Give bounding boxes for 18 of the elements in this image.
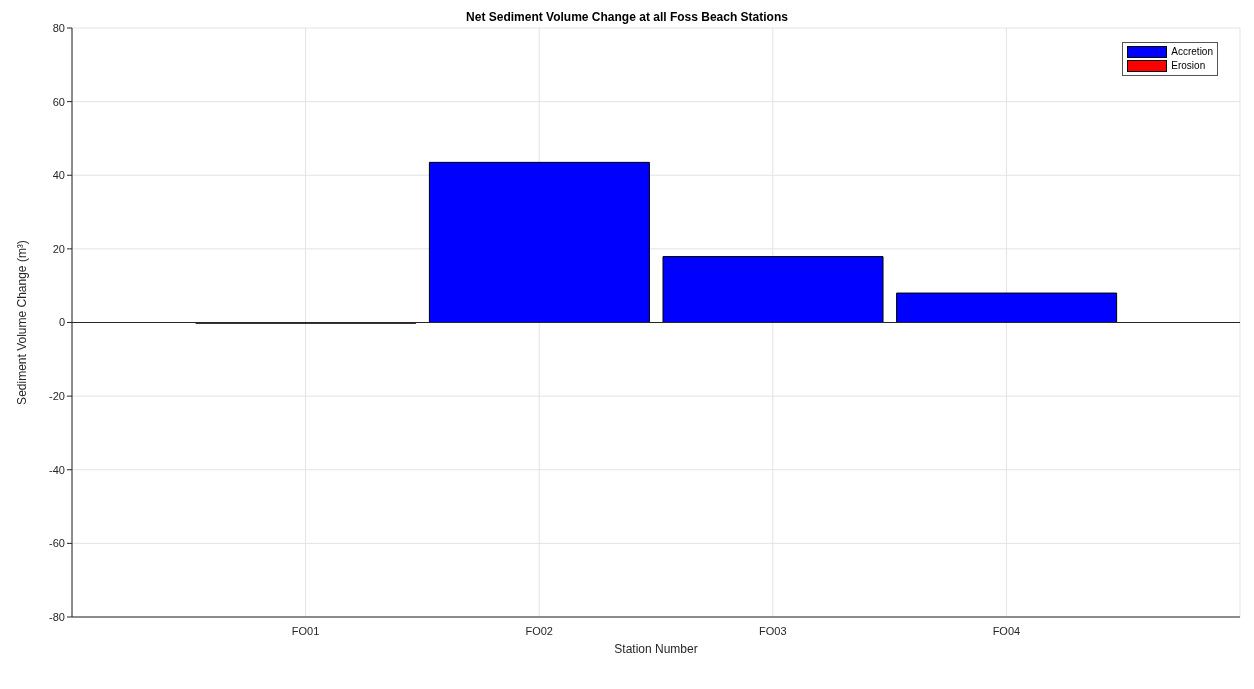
y-tick-label: 20 — [52, 242, 65, 255]
y-tick-label: 0 — [58, 316, 65, 329]
legend-label: Erosion — [1171, 59, 1206, 73]
x-tick-label: FO03 — [759, 624, 787, 637]
y-tick-label: 40 — [52, 169, 65, 182]
y-tick-label: 60 — [52, 95, 65, 108]
x-axis-title: Station Number — [614, 642, 698, 656]
y-tick-label: 80 — [52, 21, 65, 34]
y-tick-label: -60 — [49, 537, 65, 550]
y-tick-label: -80 — [49, 610, 65, 623]
x-tick-label: FO04 — [992, 624, 1021, 637]
y-axis-title: Sediment Volume Change (m³) — [15, 240, 30, 405]
chart-title: Net Sediment Volume Change at all Foss Beach Stations — [466, 10, 788, 24]
x-tick-label: FO02 — [525, 624, 553, 637]
legend-label: Accretion — [1171, 45, 1213, 59]
y-tick-label: -20 — [49, 390, 65, 403]
x-tick-label: FO01 — [291, 624, 320, 637]
y-tick-label: -40 — [49, 463, 65, 476]
